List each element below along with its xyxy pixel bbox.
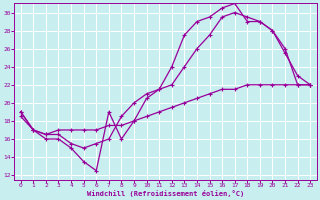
- X-axis label: Windchill (Refroidissement éolien,°C): Windchill (Refroidissement éolien,°C): [87, 190, 244, 197]
